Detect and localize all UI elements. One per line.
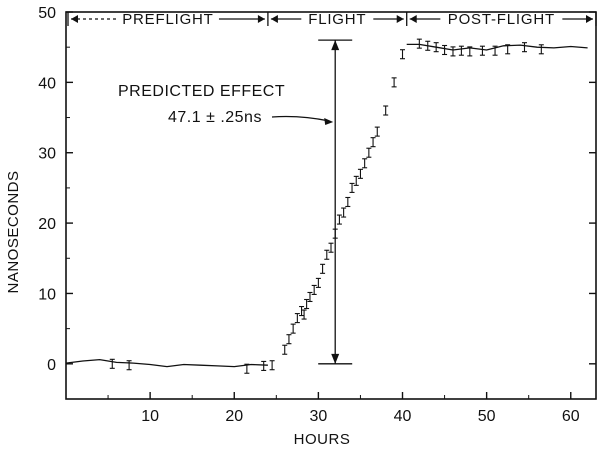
phase-arrow-right bbox=[396, 15, 404, 23]
data-point bbox=[320, 263, 326, 274]
arrowhead-up bbox=[331, 40, 340, 51]
data-point bbox=[391, 77, 397, 88]
y-tick-label: 20 bbox=[38, 216, 56, 233]
data-point bbox=[450, 46, 456, 57]
annotation-predicted-value: 47.1 ± .25ns bbox=[168, 109, 262, 126]
data-point bbox=[357, 168, 363, 179]
data-point bbox=[301, 309, 307, 320]
x-tick-label: 50 bbox=[478, 408, 496, 425]
phase-arrow-left bbox=[270, 15, 278, 23]
phase-arrow-left bbox=[71, 15, 78, 23]
data-point bbox=[341, 207, 347, 218]
annotation-leader bbox=[271, 115, 330, 122]
data-point bbox=[458, 45, 464, 56]
data-point bbox=[328, 242, 334, 253]
data-point bbox=[479, 45, 485, 56]
data-point bbox=[467, 46, 473, 57]
x-tick-label: 20 bbox=[225, 408, 243, 425]
data-point bbox=[383, 105, 389, 116]
phase-arrow-right bbox=[257, 15, 265, 23]
phase-label: PREFLIGHT bbox=[122, 11, 213, 28]
phase-bar: PREFLIGHT FLIGHT POST-FLIGHT bbox=[67, 11, 597, 28]
data-point bbox=[244, 363, 250, 374]
data-points bbox=[109, 38, 544, 374]
data-point bbox=[282, 344, 288, 355]
data-point bbox=[311, 284, 317, 295]
data-point bbox=[442, 44, 448, 56]
phase-arrow-left bbox=[409, 15, 417, 23]
phase-arrow-right bbox=[586, 15, 593, 23]
data-point bbox=[299, 305, 305, 317]
data-point bbox=[370, 137, 376, 148]
x-axis-title: HOURS bbox=[294, 431, 351, 448]
data-point bbox=[362, 158, 368, 169]
annotation-leader-arrowhead bbox=[324, 118, 334, 125]
x-tick-label: 30 bbox=[309, 408, 327, 425]
axes bbox=[65, 11, 597, 400]
y-tick-label: 10 bbox=[38, 286, 56, 303]
data-point bbox=[345, 196, 351, 208]
data-point bbox=[538, 44, 544, 55]
data-point bbox=[366, 147, 372, 158]
phase-label: POST-FLIGHT bbox=[448, 11, 555, 28]
y-tick-label: 30 bbox=[38, 146, 56, 163]
y-tick-label: 40 bbox=[38, 75, 56, 92]
data-point bbox=[492, 45, 498, 56]
y-tick-label: 50 bbox=[38, 5, 56, 22]
data-point bbox=[505, 44, 511, 55]
data-point bbox=[294, 313, 300, 324]
x-tick-label: 40 bbox=[394, 408, 412, 425]
postflight-curve bbox=[406, 43, 588, 51]
data-point bbox=[336, 214, 342, 225]
data-point bbox=[374, 126, 380, 137]
data-point bbox=[109, 358, 115, 369]
data-point bbox=[304, 298, 310, 310]
data-point bbox=[307, 291, 313, 303]
data-point bbox=[286, 334, 292, 345]
data-point bbox=[400, 49, 406, 60]
x-tick-label: 10 bbox=[141, 408, 159, 425]
annotation-predicted-label: PREDICTED EFFECT bbox=[118, 83, 285, 100]
x-tick-label: 60 bbox=[562, 408, 580, 425]
data-point bbox=[315, 277, 321, 288]
arrowhead-down bbox=[331, 353, 340, 364]
phase-label: FLIGHT bbox=[308, 11, 366, 28]
data-point bbox=[324, 249, 330, 260]
data-point bbox=[521, 42, 527, 53]
y-axis-title: NANOSECONDS bbox=[5, 170, 22, 293]
data-point bbox=[353, 175, 359, 186]
y-tick-label: 0 bbox=[47, 357, 56, 374]
plot-frame bbox=[65, 11, 597, 400]
data-point bbox=[261, 360, 267, 371]
predicted-effect-annotation: PREDICTED EFFECT 47.1 ± .25ns bbox=[118, 39, 353, 365]
data-point bbox=[349, 182, 355, 193]
data-point bbox=[433, 42, 439, 53]
axis-ticks: 0 10 20 30 40 50 10 20 30 40 50 60 bbox=[38, 5, 596, 425]
data-point bbox=[290, 323, 296, 334]
data-point bbox=[416, 38, 422, 49]
data-point bbox=[425, 40, 431, 51]
preflight-curve bbox=[65, 358, 268, 368]
data-point bbox=[269, 360, 275, 371]
data-point bbox=[126, 360, 132, 371]
